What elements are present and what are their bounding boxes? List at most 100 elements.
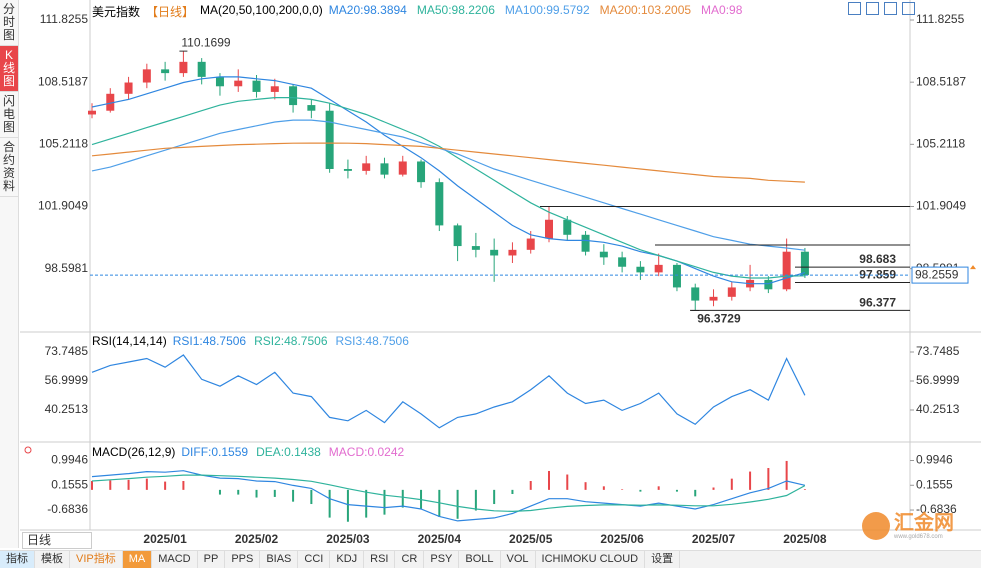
- candle-body: [215, 76, 224, 87]
- toolbar: 指标 模板 VIP指标 MA MACD PP PPS BIAS CCI KDJ RSI CR PSY BO…: [0, 550, 981, 568]
- candle-body: [545, 219, 553, 239]
- toolbar-tab[interactable]: 指标: [0, 551, 35, 568]
- toolbar-tab[interactable]: 模板: [35, 551, 70, 568]
- toolbar-tab[interactable]: BOLL: [459, 551, 501, 568]
- y-tick-label: 98.5981: [45, 261, 89, 275]
- y-tick-label: 73.7485: [45, 344, 89, 358]
- series-line: [91, 354, 806, 429]
- toolbar-tab[interactable]: RSI: [364, 551, 396, 568]
- toolbar-tab[interactable]: MACD: [152, 551, 198, 568]
- candle-body: [343, 168, 352, 171]
- x-tick-label: 2025/07: [692, 532, 736, 546]
- candle-body: [727, 287, 736, 297]
- x-tick-label: 2025/06: [600, 532, 644, 546]
- candle-body: [672, 264, 681, 288]
- candle-body: [563, 219, 572, 235]
- series-line: [91, 97, 805, 279]
- ma-label[interactable]: MA(20,50,100,200,0,0): [200, 3, 323, 17]
- period-select[interactable]: 日线: [22, 532, 92, 549]
- candle-body: [252, 80, 261, 92]
- candle-body: [307, 105, 316, 111]
- toolbar-tab[interactable]: KDJ: [330, 551, 365, 568]
- legend-entry: RSI1:48.7506: [172, 334, 247, 348]
- toolbar-tab[interactable]: PPS: [225, 551, 261, 568]
- watermark-text: 汇金网: [894, 512, 954, 534]
- candle-body: [435, 182, 444, 226]
- macd-legend: MACD(26,12,9) DIFF:0.1559 DEA:0.1438 MACD:…: [92, 445, 404, 459]
- y-tick-label: 0.1555: [916, 477, 953, 491]
- toolbar-tab[interactable]: ICHIMOKU CLOUD: [536, 551, 646, 568]
- y-tick-label: 40.2513: [45, 402, 89, 416]
- watermark-url: www.gold678.com: [894, 534, 943, 540]
- chart-tools: [848, 2, 915, 15]
- candle-body: [618, 257, 627, 267]
- legend-entry: MA200:103.2005: [599, 3, 692, 17]
- y-tick-label: 56.9999: [916, 373, 960, 387]
- x-tick-label: 2025/04: [418, 532, 462, 546]
- x-tick-label: 2025/08: [783, 532, 827, 546]
- candle-body: [398, 161, 407, 175]
- candle-body: [490, 249, 499, 256]
- series-line: [91, 76, 806, 285]
- rsi-legend: RSI(14,14,14) RSI1:48.7506 RSI2:48.7506 RS…: [92, 334, 409, 348]
- tool-button[interactable]: [866, 2, 879, 15]
- y-tick-label: 0.9946: [916, 453, 953, 467]
- toolbar-tab[interactable]: CCI: [298, 551, 331, 568]
- toolbar-tab[interactable]: VIP指标: [70, 551, 123, 568]
- rsi-title: RSI(14,14,14): [92, 334, 167, 348]
- sidebar: 分时图 K线图 闪电图 合约资料: [0, 0, 19, 548]
- settings-icon: [24, 446, 32, 454]
- y-tick-label: 101.9049: [916, 199, 966, 213]
- candle-body: [197, 61, 206, 77]
- candle-body: [782, 251, 791, 290]
- x-tick-label: 2025/03: [326, 532, 370, 546]
- sidebar-tab[interactable]: K线图: [0, 46, 18, 92]
- legend-entry: MA50:98.2206: [416, 3, 495, 17]
- candle-body: [142, 69, 151, 83]
- series-line: [91, 470, 806, 522]
- candle-body: [289, 86, 298, 106]
- legend-entry: MA100:99.5792: [504, 3, 590, 17]
- sidebar-tab[interactable]: 分时图: [0, 0, 18, 46]
- legend: DIFF:0.1559 DEA:0.1438 MACD:0.0242: [181, 445, 404, 459]
- legend: RSI1:48.7506 RSI2:48.7506 RSI3:48.7506: [173, 334, 409, 348]
- tool-button[interactable]: [902, 2, 915, 15]
- candle-body: [581, 234, 590, 252]
- tool-button[interactable]: [884, 2, 897, 15]
- last-price-label: 98.2559: [915, 267, 959, 281]
- y-tick-label: -0.6836: [916, 502, 957, 516]
- candle-body: [636, 266, 645, 273]
- toolbar-tab[interactable]: MA: [122, 551, 153, 568]
- toolbar-tab[interactable]: CR: [395, 551, 425, 568]
- candle-body: [764, 279, 773, 290]
- sidebar-tab[interactable]: 合约资料: [0, 138, 18, 197]
- toolbar-tab[interactable]: VOL: [501, 551, 536, 568]
- level-label: 96.377: [859, 296, 896, 310]
- legend-entry: DIFF:0.1559: [181, 445, 249, 459]
- period[interactable]: 【日线】: [146, 5, 195, 19]
- y-tick-label: 108.5187: [38, 74, 88, 88]
- y-tick-label: 111.8255: [916, 12, 965, 26]
- y-tick-label: -0.6836: [47, 502, 88, 516]
- sidebar-tab[interactable]: 闪电图: [0, 92, 18, 138]
- candle-body: [417, 161, 426, 183]
- candle-body: [800, 251, 809, 276]
- y-tick-label: 108.5187: [916, 74, 966, 88]
- y-tick-label: 73.7485: [916, 344, 960, 358]
- toolbar-tab[interactable]: PP: [198, 551, 226, 568]
- candle-body: [508, 249, 517, 256]
- tool-button[interactable]: [848, 2, 861, 15]
- y-tick-label: 40.2513: [916, 402, 960, 416]
- candle-body: [691, 287, 700, 301]
- x-tick-label: 2025/05: [509, 532, 553, 546]
- toolbar-tab[interactable]: PSY: [424, 551, 460, 568]
- legend-entry: MA20:98.3894: [328, 3, 407, 17]
- toolbar-tab[interactable]: 设置: [645, 551, 681, 568]
- series-line: [91, 474, 806, 513]
- y-tick-label: 105.2118: [39, 137, 88, 151]
- toolbar-tab[interactable]: BIAS: [260, 551, 299, 568]
- watermark: 汇金网 www.gold678.com: [862, 512, 954, 540]
- candle-body: [179, 61, 188, 74]
- y-tick-label: 111.8255: [40, 12, 89, 26]
